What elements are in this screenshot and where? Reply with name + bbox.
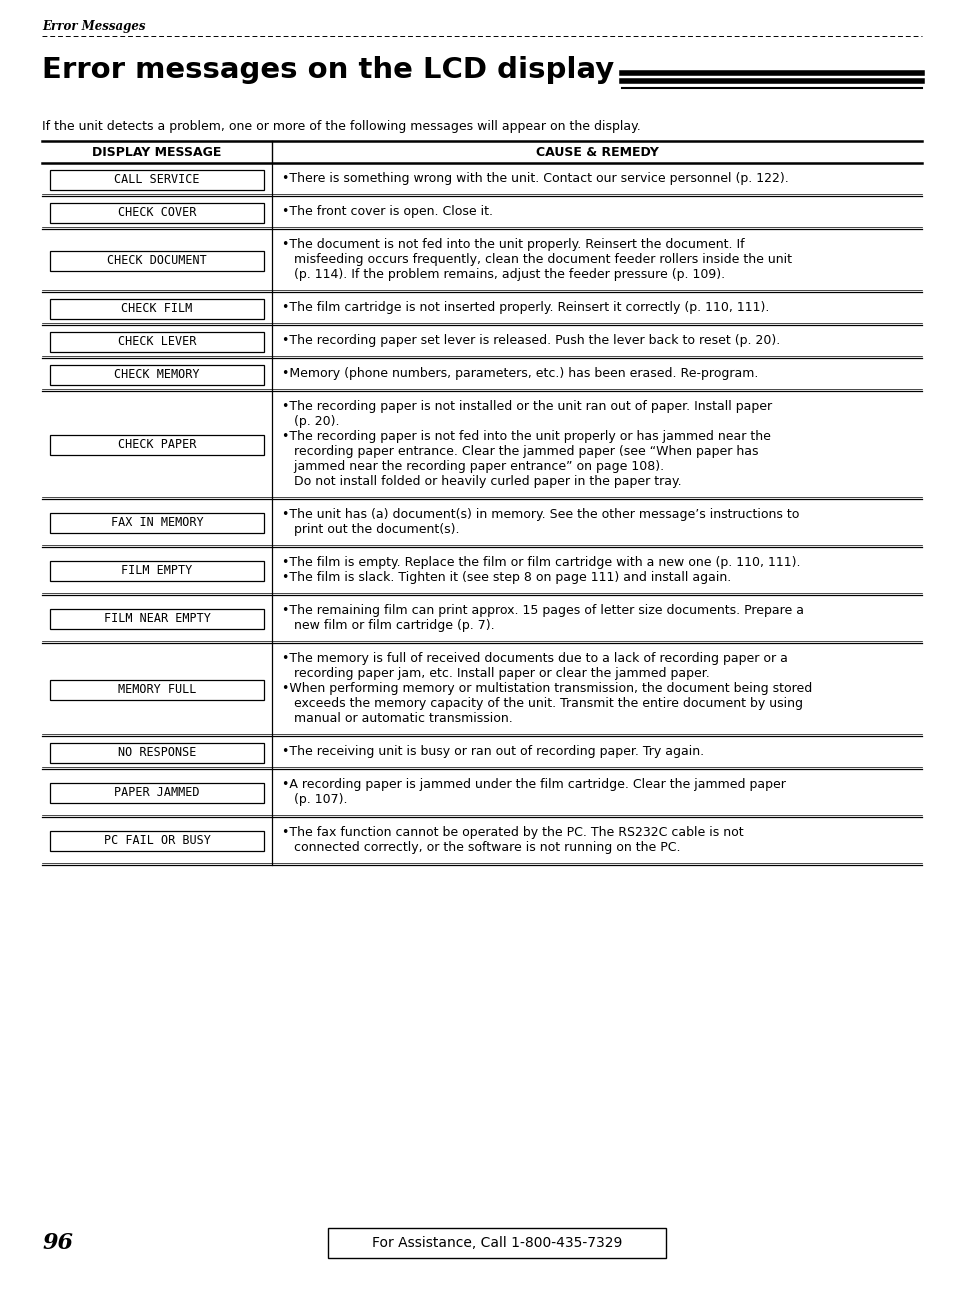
Bar <box>50 831 264 851</box>
Text: exceeds the memory capacity of the unit. Transmit the entire document by using: exceeds the memory capacity of the unit.… <box>282 697 802 710</box>
Text: CHECK PAPER: CHECK PAPER <box>117 439 196 452</box>
Text: •The memory is full of received documents due to a lack of recording paper or a: •The memory is full of received document… <box>282 652 787 665</box>
Bar <box>50 609 264 630</box>
Text: CHECK LEVER: CHECK LEVER <box>117 335 196 348</box>
Text: FAX IN MEMORY: FAX IN MEMORY <box>111 517 203 530</box>
Text: jammed near the recording paper entrance” on page 108).: jammed near the recording paper entrance… <box>282 459 663 472</box>
Text: FILM NEAR EMPTY: FILM NEAR EMPTY <box>104 613 211 626</box>
Text: Error Messages: Error Messages <box>42 19 146 32</box>
Bar <box>50 561 264 582</box>
Text: •The recording paper is not installed or the unit ran out of paper. Install pape: •The recording paper is not installed or… <box>282 400 771 413</box>
Text: •The fax function cannot be operated by the PC. The RS232C cable is not: •The fax function cannot be operated by … <box>282 826 742 839</box>
Text: PC FAIL OR BUSY: PC FAIL OR BUSY <box>104 835 211 848</box>
Bar <box>50 202 264 222</box>
Text: •Memory (phone numbers, parameters, etc.) has been erased. Re-program.: •Memory (phone numbers, parameters, etc.… <box>282 367 758 380</box>
Text: print out the document(s).: print out the document(s). <box>282 523 459 536</box>
Text: FILM EMPTY: FILM EMPTY <box>121 565 193 578</box>
Bar <box>50 435 264 456</box>
Bar <box>50 251 264 270</box>
Text: •The recording paper is not fed into the unit properly or has jammed near the: •The recording paper is not fed into the… <box>282 430 770 443</box>
Text: •A recording paper is jammed under the film cartridge. Clear the jammed paper: •A recording paper is jammed under the f… <box>282 778 785 790</box>
Text: MEMORY FULL: MEMORY FULL <box>117 683 196 696</box>
Bar <box>50 365 264 384</box>
Text: new film or film cartridge (p. 7).: new film or film cartridge (p. 7). <box>282 619 494 632</box>
Bar <box>50 331 264 352</box>
Text: CHECK FILM: CHECK FILM <box>121 302 193 315</box>
Bar <box>50 299 264 318</box>
Text: •The remaining film can print approx. 15 pages of letter size documents. Prepare: •The remaining film can print approx. 15… <box>282 604 803 617</box>
Text: NO RESPONSE: NO RESPONSE <box>117 746 196 759</box>
Text: manual or automatic transmission.: manual or automatic transmission. <box>282 713 512 726</box>
Text: CHECK MEMORY: CHECK MEMORY <box>114 369 199 382</box>
Text: (p. 20).: (p. 20). <box>282 415 339 428</box>
Text: •The unit has (a) document(s) in memory. See the other message’s instructions to: •The unit has (a) document(s) in memory.… <box>282 508 799 520</box>
Text: •The film is slack. Tighten it (see step 8 on page 111) and install again.: •The film is slack. Tighten it (see step… <box>282 571 731 584</box>
Text: •The document is not fed into the unit properly. Reinsert the document. If: •The document is not fed into the unit p… <box>282 238 744 251</box>
Bar <box>50 742 264 762</box>
Text: CALL SERVICE: CALL SERVICE <box>114 173 199 186</box>
Text: recording paper entrance. Clear the jammed paper (see “When paper has: recording paper entrance. Clear the jamm… <box>282 445 758 458</box>
Text: If the unit detects a problem, one or more of the following messages will appear: If the unit detects a problem, one or mo… <box>42 119 640 132</box>
Text: Do not install folded or heavily curled paper in the paper tray.: Do not install folded or heavily curled … <box>282 475 680 488</box>
Text: connected correctly, or the software is not running on the PC.: connected correctly, or the software is … <box>282 841 679 854</box>
Text: CHECK DOCUMENT: CHECK DOCUMENT <box>107 254 207 267</box>
Bar <box>50 783 264 803</box>
Text: •The recording paper set lever is released. Push the lever back to reset (p. 20): •The recording paper set lever is releas… <box>282 334 780 347</box>
Text: DISPLAY MESSAGE: DISPLAY MESSAGE <box>92 145 221 158</box>
Text: 96: 96 <box>42 1232 73 1254</box>
Text: (p. 114). If the problem remains, adjust the feeder pressure (p. 109).: (p. 114). If the problem remains, adjust… <box>282 267 724 280</box>
Bar <box>50 513 264 533</box>
Text: •There is something wrong with the unit. Contact our service personnel (p. 122).: •There is something wrong with the unit.… <box>282 173 788 186</box>
Text: •The front cover is open. Close it.: •The front cover is open. Close it. <box>282 205 493 218</box>
Bar <box>328 1228 665 1258</box>
Bar <box>50 170 264 190</box>
Text: recording paper jam, etc. Install paper or clear the jammed paper.: recording paper jam, etc. Install paper … <box>282 667 709 680</box>
Text: (p. 107).: (p. 107). <box>282 793 347 806</box>
Text: •The film cartridge is not inserted properly. Reinsert it correctly (p. 110, 111: •The film cartridge is not inserted prop… <box>282 301 768 314</box>
Text: CAUSE & REMEDY: CAUSE & REMEDY <box>535 145 658 158</box>
Text: •When performing memory or multistation transmission, the document being stored: •When performing memory or multistation … <box>282 681 811 694</box>
Text: •The receiving unit is busy or ran out of recording paper. Try again.: •The receiving unit is busy or ran out o… <box>282 745 703 758</box>
Text: For Assistance, Call 1-800-435-7329: For Assistance, Call 1-800-435-7329 <box>372 1236 621 1250</box>
Text: misfeeding occurs frequently, clean the document feeder rollers inside the unit: misfeeding occurs frequently, clean the … <box>282 253 791 266</box>
Text: Error messages on the LCD display: Error messages on the LCD display <box>42 56 614 84</box>
Text: PAPER JAMMED: PAPER JAMMED <box>114 787 199 800</box>
Text: CHECK COVER: CHECK COVER <box>117 206 196 219</box>
Bar <box>50 679 264 700</box>
Text: •The film is empty. Replace the film or film cartridge with a new one (p. 110, 1: •The film is empty. Replace the film or … <box>282 556 800 569</box>
